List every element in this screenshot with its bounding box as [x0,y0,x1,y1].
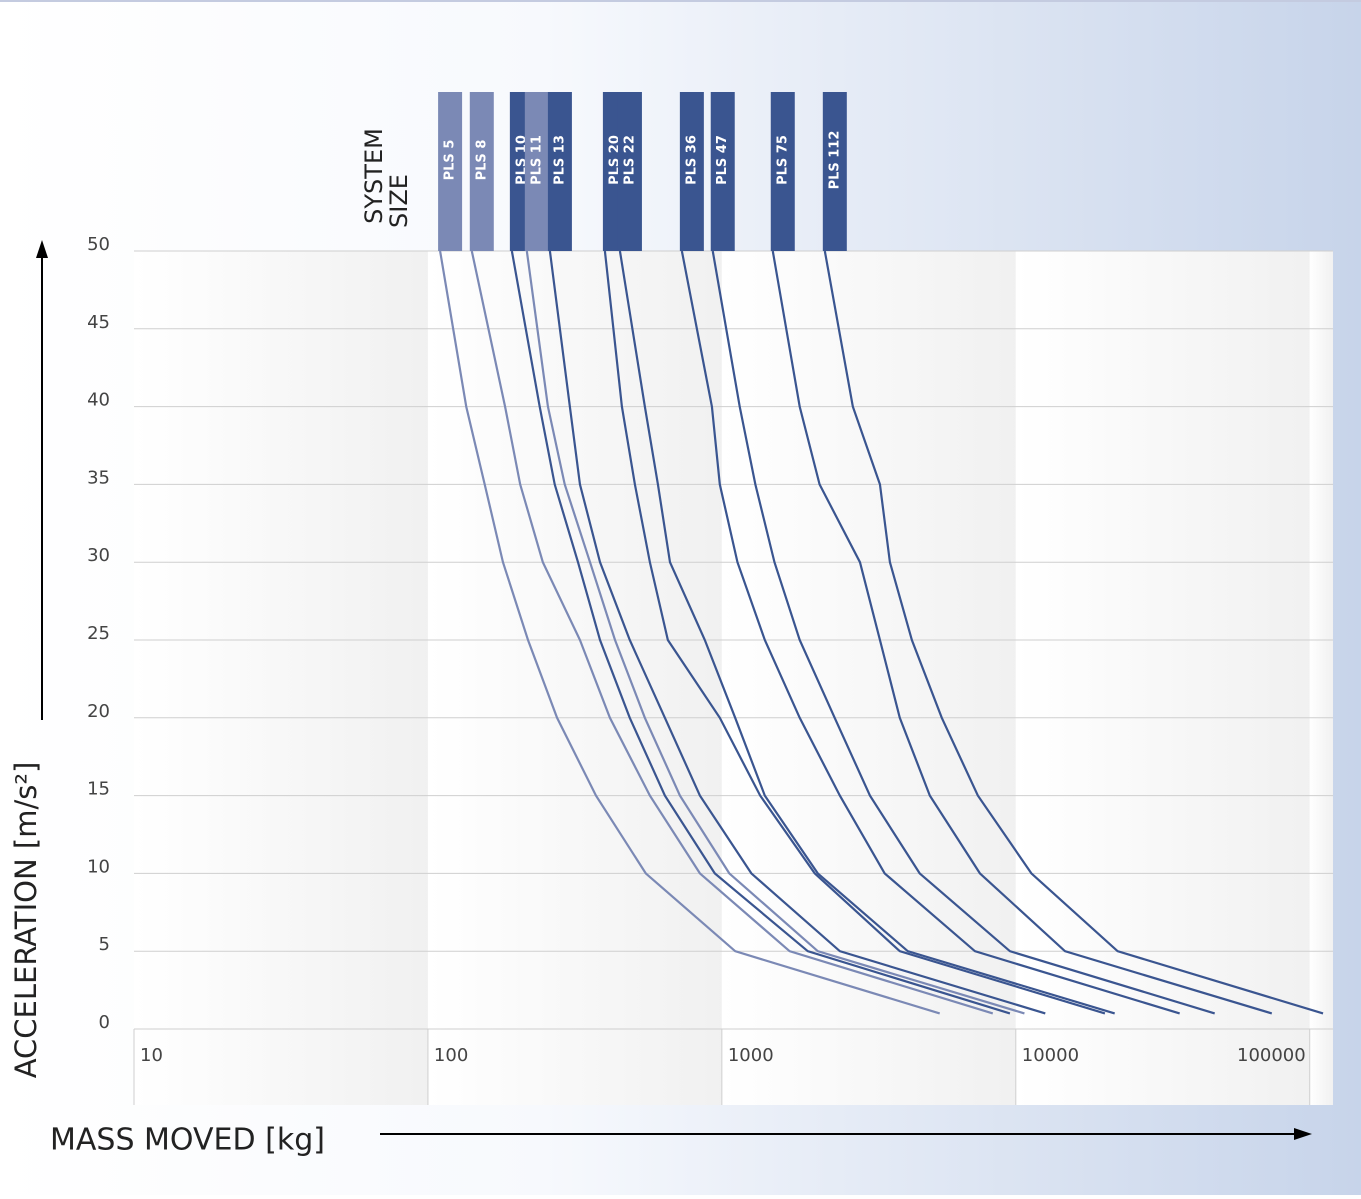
y-tick-label: 40 [87,390,110,411]
top-border [0,0,1361,2]
y-tick-label: 35 [87,467,110,488]
size-tag-label: PLS 112 [827,131,842,190]
size-tag-label: PLS 22 [622,135,637,185]
x-tick-label: 100000 [1237,1045,1306,1066]
x-tick-label: 100 [434,1045,468,1066]
y-axis-label: ACCELERATION [m/s²] [9,762,43,1079]
decade-band [1015,251,1310,1105]
legend-title: SIZE [385,174,413,228]
y-tick-label: 20 [87,701,110,722]
size-tag [524,92,549,251]
size-tag [438,92,463,251]
x-axis-label: MASS MOVED [kg] [50,1123,325,1158]
decade-band [427,251,722,1105]
series-line [711,250,1216,1015]
series-line [510,250,1011,1015]
size-tag-label: PLS 47 [715,135,730,185]
size-tag-label: PLS 5 [443,140,458,181]
decade-band [134,251,428,1105]
series-line [603,250,1106,1015]
y-tick-label: 10 [87,856,110,877]
size-tag-label: PLS 11 [529,135,544,185]
decade-band [1309,251,1333,1105]
series-line [439,250,941,1015]
y-tick-label: 15 [87,779,110,800]
series-line [771,250,1273,1015]
series-line [470,250,994,1015]
legend-title: SYSTEM [360,128,388,224]
series-line [548,250,1046,1015]
x-axis-arrow-head [1294,1128,1312,1140]
y-axis-arrow-head [36,240,48,258]
series-line [525,250,1025,1015]
y-tick-label: 25 [87,623,110,644]
x-tick-label: 10000 [1022,1045,1079,1066]
plot-background [134,251,1333,1105]
size-tag [469,92,494,251]
size-tag [770,92,795,251]
series-line [823,250,1324,1015]
size-tag [710,92,735,251]
size-tag [822,92,847,251]
size-tag-label: PLS 13 [552,135,567,185]
series-line [680,250,1180,1015]
y-tick-label: 45 [87,312,110,333]
x-tick-label: 1000 [728,1045,774,1066]
size-tag-label: PLS 8 [474,140,489,181]
size-tag [679,92,704,251]
decade-band [721,251,1016,1105]
y-tick-label: 50 [87,234,110,255]
size-tag-label: PLS 75 [775,135,790,185]
size-tag [547,92,572,251]
size-tag-label: PLS 36 [684,135,699,185]
y-tick-label: 30 [87,545,110,566]
y-tick-label: 5 [99,934,110,955]
x-tick-label: 10 [140,1045,163,1066]
size-tag [617,92,642,251]
series-line [618,250,1116,1015]
y-tick-label: 0 [99,1012,110,1033]
